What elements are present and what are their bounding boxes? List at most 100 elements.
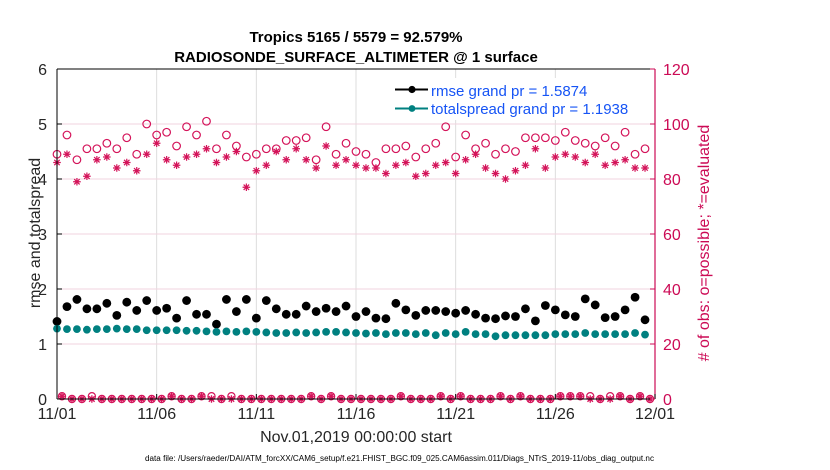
possible-count-marker xyxy=(560,127,570,137)
possible-count-marker xyxy=(620,127,630,137)
rmse-point xyxy=(381,314,391,324)
evaluated-count-marker xyxy=(252,166,261,175)
possible-count-marker xyxy=(261,144,271,154)
evaluated-count-marker xyxy=(93,155,101,164)
rmse-point xyxy=(550,305,560,315)
totalspread-point xyxy=(401,329,410,337)
evaluated-count-marker xyxy=(113,164,121,172)
totalspread-point xyxy=(73,325,81,334)
totalspread-point xyxy=(63,325,71,334)
chart-title: Tropics 5165 / 5579 = 92.579% xyxy=(249,29,462,46)
y-axis-label-right: # of obs: o=possible; *=evaluated xyxy=(696,125,713,362)
possible-count-marker xyxy=(102,138,112,148)
rmse-point xyxy=(291,309,301,319)
possible-count-marker xyxy=(321,122,331,132)
legend-label-rmse: rmse grand pr = 1.5874 xyxy=(431,83,587,100)
totalspread-point xyxy=(382,330,390,338)
legend-box xyxy=(392,78,654,120)
totalspread-point xyxy=(461,328,470,336)
rmse-point xyxy=(92,304,102,314)
y-tick-label-right: 100 xyxy=(663,117,690,134)
rmse-point xyxy=(411,311,421,320)
y-tick-label-left: 2 xyxy=(38,282,47,299)
possible-count-marker xyxy=(122,133,132,143)
totalspread-point xyxy=(561,330,570,338)
totalspread-point xyxy=(372,329,380,337)
totalspread-point xyxy=(541,331,550,340)
rmse-point xyxy=(152,306,162,315)
x-tick-label: 11/01 xyxy=(38,406,77,423)
rmse-point xyxy=(281,309,291,319)
possible-count-marker xyxy=(570,136,580,145)
possible-count-marker xyxy=(550,136,560,145)
rmse-point xyxy=(421,306,431,315)
totalspread-point xyxy=(591,330,600,338)
y-tick-label-right: 120 xyxy=(663,62,690,79)
totalspread-point xyxy=(631,329,639,337)
possible-count-marker xyxy=(132,149,142,159)
totalspread-point xyxy=(202,327,211,336)
rmse-point xyxy=(271,304,281,314)
totalspread-point xyxy=(481,330,490,338)
totalspread-point xyxy=(92,325,101,334)
rmse-point xyxy=(261,296,271,305)
rmse-point xyxy=(311,307,321,316)
evaluated-count-marker xyxy=(571,153,580,161)
evaluated-count-marker xyxy=(601,161,609,170)
totalspread-point xyxy=(192,326,201,335)
possible-count-marker xyxy=(341,138,351,148)
rmse-point xyxy=(182,296,191,305)
rmse-point xyxy=(222,295,231,304)
possible-count-marker xyxy=(72,155,82,165)
evaluated-count-marker xyxy=(521,161,530,170)
evaluated-count-marker xyxy=(332,161,340,170)
possible-count-marker xyxy=(540,133,550,143)
rmse-point xyxy=(481,313,490,323)
totalspread-point xyxy=(601,330,610,338)
totalspread-point xyxy=(362,329,370,338)
rmse-point xyxy=(162,303,172,313)
possible-count-marker xyxy=(451,152,461,162)
rmse-point xyxy=(341,301,351,311)
evaluated-count-marker xyxy=(222,153,231,161)
totalspread-point xyxy=(421,329,430,337)
totalspread-point xyxy=(431,331,440,340)
evaluated-count-marker xyxy=(122,158,131,167)
evaluated-count-marker xyxy=(282,155,291,164)
possible-count-marker xyxy=(251,149,261,159)
y-tick-label-left: 3 xyxy=(38,227,47,244)
totalspread-point xyxy=(531,331,540,340)
evaluated-count-marker xyxy=(451,169,460,178)
totalspread-point xyxy=(342,328,350,337)
y-tick-label-left: 1 xyxy=(38,337,47,354)
possible-count-marker xyxy=(481,138,490,148)
totalspread-point xyxy=(182,326,191,335)
lower-evaluated-count-marker xyxy=(636,392,644,401)
totalspread-point xyxy=(172,326,181,335)
x-tick-label: 11/16 xyxy=(337,406,376,423)
evaluated-count-marker xyxy=(531,144,540,153)
evaluated-count-marker xyxy=(322,142,330,150)
lower-evaluated-count-marker xyxy=(516,392,525,401)
evaluated-count-marker xyxy=(242,183,251,192)
y-tick-label-right: 40 xyxy=(663,282,681,299)
possible-count-marker xyxy=(521,133,530,143)
possible-count-marker xyxy=(401,141,411,151)
totalspread-point xyxy=(302,329,311,337)
evaluated-count-marker xyxy=(591,150,599,159)
rmse-point xyxy=(251,313,261,323)
possible-count-marker xyxy=(361,149,371,159)
rmse-point xyxy=(321,303,331,313)
possible-count-marker xyxy=(82,144,92,154)
totalspread-point xyxy=(352,329,360,337)
rmse-point xyxy=(112,311,122,320)
lower-evaluated-count-marker xyxy=(327,392,335,401)
possible-count-marker xyxy=(301,133,311,143)
totalspread-point xyxy=(112,324,121,333)
evaluated-count-marker xyxy=(421,169,430,178)
rmse-point xyxy=(471,309,480,319)
rmse-point xyxy=(202,309,211,319)
possible-count-marker xyxy=(600,133,610,143)
evaluated-count-marker xyxy=(511,166,520,175)
